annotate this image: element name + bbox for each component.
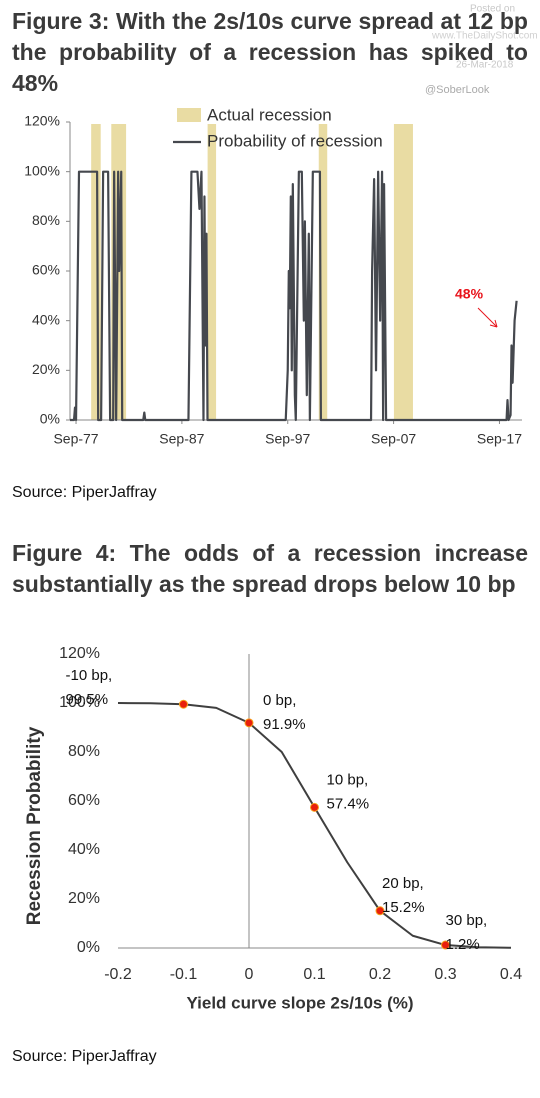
data-label: 20 bp, 15.2%	[382, 875, 425, 916]
x-tick-label: 0.2	[369, 966, 391, 983]
recession-band	[91, 124, 101, 420]
source: Source: PiperJaffray	[12, 1048, 157, 1065]
recession-band	[207, 124, 217, 420]
y-tick-label: 100%	[59, 694, 100, 711]
x-tick-label: Sep-97	[265, 431, 310, 447]
y-tick-label: 40%	[32, 311, 60, 327]
figure-title: Figure 4: The odds of a recession increa…	[12, 540, 528, 597]
data-point	[310, 802, 319, 812]
recession-band	[318, 124, 328, 420]
data-label: -10 bp, 99.5%	[66, 667, 113, 708]
recession-band	[393, 124, 413, 420]
y-tick-label: 80%	[32, 212, 60, 228]
data-label-line: 99.5%	[66, 691, 109, 708]
data-label-line: 1.2%	[446, 936, 480, 953]
y-tick-label: 80%	[68, 743, 100, 760]
x-tick-label: 0.1	[303, 966, 325, 983]
data-point	[244, 718, 254, 728]
annotation-arrowhead	[489, 319, 498, 328]
x-tick-label: -0.2	[104, 966, 132, 983]
data-point	[441, 940, 450, 950]
y-tick-label: 60%	[68, 792, 100, 809]
x-tick-label: Sep-07	[371, 431, 416, 447]
watermark: 26-Mar-2018	[456, 60, 514, 71]
legend-swatch	[177, 108, 201, 122]
data-label-line: 30 bp,	[446, 912, 488, 929]
y-tick-label: 40%	[68, 841, 100, 858]
data-label-line: -10 bp,	[66, 667, 113, 684]
x-tick-label: Sep-87	[159, 431, 204, 447]
y-tick-label: 120%	[24, 113, 60, 129]
annotation: 48%	[455, 286, 484, 302]
data-label-line: 10 bp,	[327, 771, 369, 788]
x-tick-label: 0.3	[434, 966, 456, 983]
y-tick-label: 100%	[24, 162, 60, 178]
annotation-arrow	[477, 307, 498, 328]
x-tick-label: Sep-77	[53, 431, 98, 447]
data-point	[179, 699, 188, 709]
data-point	[375, 906, 385, 916]
y-tick-label: 0%	[77, 939, 100, 956]
y-tick-label: 0%	[40, 411, 60, 427]
figure-title: Figure 3: With the 2s/10s curve spread a…	[12, 8, 528, 96]
y-tick-label: 20%	[68, 890, 100, 907]
source: Source: PiperJaffray	[12, 484, 157, 501]
data-label-line: 15.2%	[382, 899, 425, 916]
y-tick-label: 120%	[59, 645, 100, 662]
data-label: 10 bp, 57.4%	[327, 771, 370, 812]
data-label: 30 bp, 1.2%	[446, 912, 488, 953]
legend-label: Probability of recession	[207, 131, 383, 150]
x-tick-label: -0.1	[170, 966, 198, 983]
x-tick-label: Sep-17	[477, 431, 522, 447]
watermark: Posted on	[470, 4, 515, 15]
data-label-line: 0 bp,	[263, 692, 296, 709]
x-axis-label: Yield curve slope 2s/10s (%)	[186, 993, 413, 1012]
x-tick-label: 0.4	[500, 966, 522, 983]
line-series	[70, 170, 518, 422]
data-label-line: 20 bp,	[382, 875, 424, 892]
y-tick-label: 20%	[32, 361, 60, 377]
watermark: www.TheDailyShot.com	[431, 31, 538, 42]
y-axis-label: Recession Probability	[24, 726, 45, 925]
data-label: 0 bp, 91.9%	[263, 692, 306, 733]
data-label-line: 57.4%	[327, 795, 370, 812]
legend-label: Actual recession	[207, 105, 332, 124]
x-tick-label: 0	[245, 966, 254, 983]
watermark: @SoberLook	[425, 84, 490, 96]
y-tick-label: 60%	[32, 262, 60, 278]
data-label-line: 91.9%	[263, 716, 306, 733]
